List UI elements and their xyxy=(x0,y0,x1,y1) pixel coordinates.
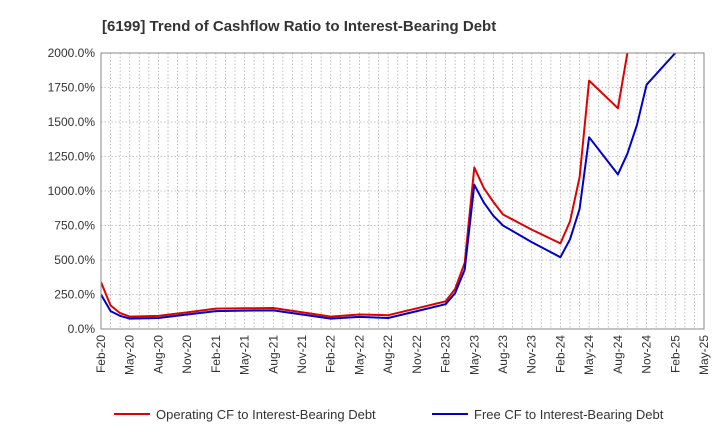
x-tick-label: Aug-22 xyxy=(381,335,395,374)
y-tick-label: 1750.0% xyxy=(48,81,96,95)
plot-frame xyxy=(100,52,705,330)
y-tick-label: 0.0% xyxy=(68,322,96,336)
legend-label-2: Free CF to Interest-Bearing Debt xyxy=(474,407,664,422)
series-lines xyxy=(101,53,677,320)
y-tick-label: 750.0% xyxy=(54,219,95,233)
x-tick-label: Nov-20 xyxy=(180,335,194,374)
x-tick-label: Feb-24 xyxy=(553,335,567,373)
x-tick-label: May-20 xyxy=(123,335,137,375)
x-tick-label: Nov-23 xyxy=(525,335,539,374)
x-tick-label: Nov-24 xyxy=(640,335,654,374)
x-tick-label: May-21 xyxy=(238,335,252,375)
y-tick-label: 500.0% xyxy=(54,253,95,267)
legend: Operating CF to Interest-Bearing Debt Fre… xyxy=(114,407,664,422)
x-tick-label: Nov-21 xyxy=(295,335,309,374)
y-tick-label: 250.0% xyxy=(54,288,95,302)
x-axis: Feb-20 May-20 Aug-20 Nov-20 Feb-21 May-21 Aug-… xyxy=(94,335,711,375)
y-tick-label: 1000.0% xyxy=(48,184,96,198)
x-tick-label: May-25 xyxy=(697,335,711,375)
x-tick-label: Aug-21 xyxy=(266,335,280,374)
y-tick-label: 1250.0% xyxy=(48,150,96,164)
chart-title: [6199] Trend of Cashflow Ratio to Intere… xyxy=(102,18,496,35)
x-tick-label: May-22 xyxy=(352,335,366,375)
x-tick-label: Nov-22 xyxy=(410,335,424,374)
series-line-1 xyxy=(101,53,629,318)
y-tick-label: 2000.0% xyxy=(48,46,96,60)
x-tick-label: Feb-22 xyxy=(324,335,338,373)
series-line-2 xyxy=(101,53,677,320)
x-tick-label: Feb-25 xyxy=(668,335,682,373)
legend-label-1: Operating CF to Interest-Bearing Debt xyxy=(156,407,376,422)
grid xyxy=(100,52,705,330)
x-tick-label: Aug-24 xyxy=(611,335,625,374)
y-axis: 0.0% 250.0% 500.0% 750.0% 1000.0% 1250.0% 1500… xyxy=(48,46,96,336)
x-tick-label: Aug-20 xyxy=(151,335,165,374)
x-tick-label: Feb-21 xyxy=(209,335,223,373)
x-tick-label: Aug-23 xyxy=(496,335,510,374)
y-tick-label: 1500.0% xyxy=(48,115,96,129)
x-tick-label: Feb-23 xyxy=(439,335,453,373)
x-tick-label: May-24 xyxy=(582,335,596,375)
x-tick-label: Feb-20 xyxy=(94,335,108,373)
x-tick-label: May-23 xyxy=(467,335,481,375)
